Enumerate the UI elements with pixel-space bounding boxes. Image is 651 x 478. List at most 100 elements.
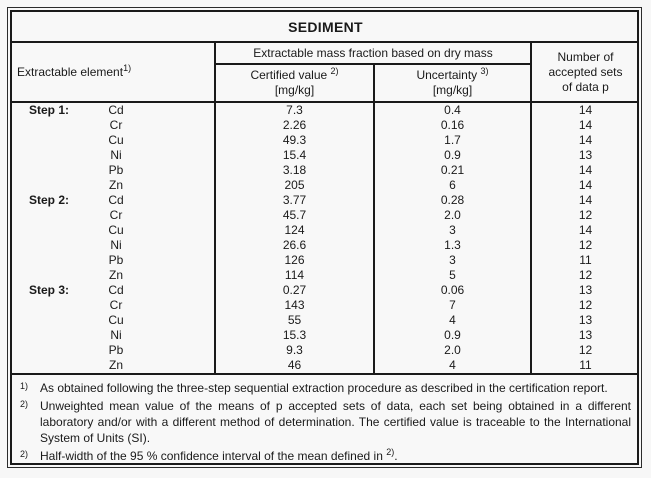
element-symbol: Cd bbox=[108, 193, 124, 207]
element-symbol: Cd bbox=[108, 283, 124, 297]
element-symbol: Cd bbox=[108, 103, 124, 117]
footnote-3: 2) Half-width of the 95 % confidence int… bbox=[18, 448, 631, 464]
cell-element: Pb bbox=[12, 343, 216, 358]
cell-element: Zn bbox=[12, 178, 216, 193]
table-row: Step 3: Cd 0.27 0.06 13 bbox=[12, 283, 639, 298]
col-header-extractable-element-label: Extractable element bbox=[17, 65, 124, 79]
cell-sets: 11 bbox=[579, 358, 592, 372]
footnote-ref-2-inline: 2) bbox=[386, 447, 395, 457]
footnote-text: Half-width of the 95 % confidence interv… bbox=[40, 448, 631, 464]
cell-certified-value: 49.3 bbox=[215, 133, 375, 148]
cell-uncertainty: 0.28 bbox=[374, 193, 532, 208]
table-row: Pb 9.3 2.0 12 bbox=[12, 343, 639, 358]
element-symbol: Pb bbox=[108, 343, 124, 357]
cell-certified-value: 7.3 bbox=[215, 102, 375, 118]
element-symbol: Ni bbox=[110, 328, 122, 342]
col-header-uncertainty-label: Uncertainty bbox=[416, 68, 481, 82]
step-label: Step 1: bbox=[29, 103, 70, 117]
footnote-text: Unweighted mean value of the means of p … bbox=[40, 399, 631, 445]
footnote-text-part: Half-width of the 95 % confidence interv… bbox=[40, 449, 387, 463]
sediment-table: SEDIMENT Extractable element1) Extractab… bbox=[12, 12, 639, 470]
element-symbol: Pb bbox=[108, 163, 124, 177]
cell-uncertainty: 5 bbox=[374, 268, 532, 283]
table-row: Pb 126 3 11 bbox=[12, 253, 639, 268]
header-group-row: Extractable element1) Extractable mass f… bbox=[12, 42, 639, 103]
cell-sets: 13 bbox=[578, 328, 593, 342]
table-row: Cr 45.7 2.0 12 bbox=[12, 208, 639, 223]
cell-uncertainty: 4 bbox=[374, 358, 532, 374]
table-row: Ni 15.3 0.9 13 bbox=[12, 328, 639, 343]
cell-uncertainty: 7 bbox=[374, 298, 532, 313]
cell-certified-value: 124 bbox=[215, 223, 375, 238]
col-header-certified-value-unit: [mg/kg] bbox=[274, 83, 315, 97]
footnote-text: As obtained following the three-step seq… bbox=[40, 381, 608, 395]
cell-element: Step 2: Cd bbox=[12, 193, 216, 208]
cell-uncertainty: 3 bbox=[374, 253, 532, 268]
footnote-marker: 1) bbox=[20, 381, 29, 391]
cell-element: Ni bbox=[12, 148, 216, 163]
cell-sets: 12 bbox=[578, 268, 593, 282]
cell-certified-value: 3.18 bbox=[215, 163, 375, 178]
cell-sets: 14 bbox=[578, 118, 593, 132]
table-row: Cr 143 7 12 bbox=[12, 298, 639, 313]
cell-element: Pb bbox=[12, 253, 216, 268]
element-symbol: Cr bbox=[109, 118, 123, 132]
element-symbol: Ni bbox=[110, 148, 122, 162]
cell-sets: 13 bbox=[578, 148, 593, 162]
table-row: Cu 124 3 14 bbox=[12, 223, 639, 238]
col-header-mass-fraction-group: Extractable mass fraction based on dry m… bbox=[215, 42, 532, 65]
cell-uncertainty: 3 bbox=[374, 223, 532, 238]
table-body: Step 1: Cd 7.3 0.4 14 Cr 2.26 0.16 14 Cu 49.3 1.7… bbox=[12, 102, 639, 374]
cell-element: Cr bbox=[12, 298, 216, 313]
cell-certified-value: 9.3 bbox=[215, 343, 375, 358]
element-symbol: Pb bbox=[108, 253, 124, 267]
cell-uncertainty: 0.4 bbox=[374, 102, 532, 118]
cell-element: Cu bbox=[12, 313, 216, 328]
cell-uncertainty: 1.3 bbox=[374, 238, 532, 253]
col-header-certified-value-label: Certified value bbox=[250, 68, 331, 82]
cell-certified-value: 126 bbox=[215, 253, 375, 268]
cell-uncertainty: 1.7 bbox=[374, 133, 532, 148]
cell-element: Cu bbox=[12, 133, 216, 148]
cell-sets: 14 bbox=[578, 163, 593, 177]
cell-sets: 13 bbox=[578, 283, 593, 297]
step-label: Step 2: bbox=[29, 193, 70, 207]
table-row: Pb 3.18 0.21 14 bbox=[12, 163, 639, 178]
footnote-ref-3: 3) bbox=[480, 66, 489, 76]
cell-uncertainty: 0.21 bbox=[374, 163, 532, 178]
col-header-certified-value: Certified value 2) [mg/kg] bbox=[215, 64, 375, 103]
cell-certified-value: 45.7 bbox=[215, 208, 375, 223]
cell-sets: 14 bbox=[578, 223, 593, 237]
element-symbol: Zn bbox=[108, 178, 123, 192]
table-row: Cr 2.26 0.16 14 bbox=[12, 118, 639, 133]
cell-uncertainty: 0.16 bbox=[374, 118, 532, 133]
cell-uncertainty: 6 bbox=[374, 178, 532, 193]
footnote-text-part: . bbox=[394, 449, 398, 463]
cell-certified-value: 0.27 bbox=[215, 283, 375, 298]
cell-certified-value: 205 bbox=[215, 178, 375, 193]
step-label: Step 3: bbox=[29, 283, 70, 297]
footnote-marker: 2) bbox=[20, 449, 29, 459]
footnotes-section: 1) As obtained following the three-step … bbox=[12, 373, 639, 470]
footnote-ref-2: 2) bbox=[330, 66, 339, 76]
col-header-uncertainty-unit: [mg/kg] bbox=[432, 83, 473, 97]
element-symbol: Cu bbox=[108, 313, 124, 327]
cell-sets: 14 bbox=[578, 193, 593, 207]
cell-sets: 12 bbox=[578, 298, 593, 312]
cell-element: Step 3: Cd bbox=[12, 283, 216, 298]
element-symbol: Zn bbox=[108, 268, 123, 282]
cell-certified-value: 55 bbox=[215, 313, 375, 328]
element-symbol: Cu bbox=[108, 223, 124, 237]
element-symbol: Ni bbox=[110, 238, 122, 252]
cell-certified-value: 26.6 bbox=[215, 238, 375, 253]
cell-certified-value: 15.4 bbox=[215, 148, 375, 163]
cell-element: Zn bbox=[12, 268, 216, 283]
col-header-extractable-element: Extractable element1) bbox=[12, 42, 216, 103]
cell-element: Ni bbox=[12, 238, 216, 253]
cell-sets: 12 bbox=[578, 208, 593, 222]
cell-sets: 12 bbox=[578, 343, 593, 357]
table-row: Zn 114 5 12 bbox=[12, 268, 639, 283]
footnote-1: 1) As obtained following the three-step … bbox=[18, 380, 631, 396]
cell-uncertainty: 4 bbox=[374, 313, 532, 328]
